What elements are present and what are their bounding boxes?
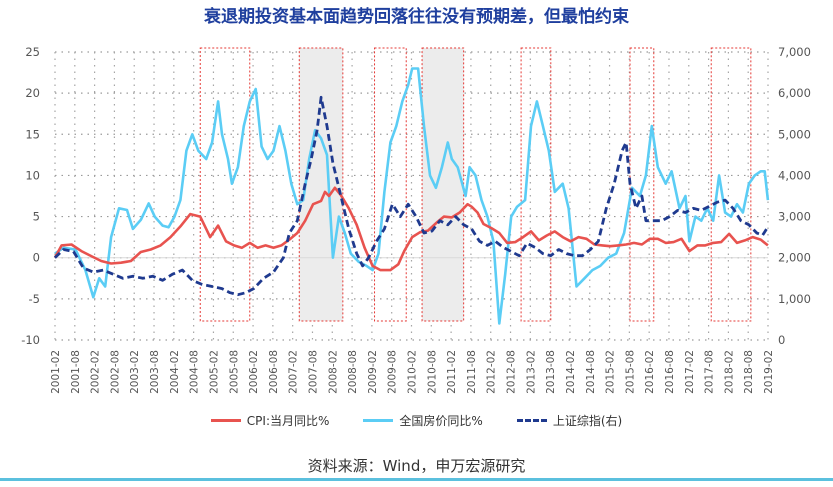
x-tick-label: 2008-08 xyxy=(347,350,359,394)
x-tick-label: 2010-02 xyxy=(407,350,419,394)
source-note: 资料来源：Wind，申万宏源研究 xyxy=(307,457,526,475)
series-line-house-price xyxy=(54,67,770,325)
bottom-rule xyxy=(0,478,833,481)
y-right-tick-label: 0 xyxy=(778,333,785,347)
y-left-tick-label: 0 xyxy=(33,251,40,265)
y-right-tick-label: 7,000 xyxy=(778,45,811,59)
x-tick-label: 2006-02 xyxy=(248,350,260,394)
x-tick-label: 2016-08 xyxy=(664,350,676,394)
x-tick-label: 2011-02 xyxy=(446,350,458,394)
x-tick-label: 2010-08 xyxy=(426,350,438,394)
shaded-period xyxy=(520,47,552,322)
y-left-tick-label: 5 xyxy=(33,210,40,224)
x-tick-label: 2011-08 xyxy=(466,350,478,394)
legend-label-index: 上证综指(右) xyxy=(552,414,623,428)
series-line-cpi xyxy=(53,186,769,272)
y-right-tick-label: 4,000 xyxy=(778,168,811,182)
x-tick-label: 2015-02 xyxy=(605,350,617,394)
x-tick-label: 2001-08 xyxy=(70,350,82,394)
y-right-tick-label: 2,000 xyxy=(778,251,811,265)
x-tick-label: 2017-02 xyxy=(684,350,696,394)
x-tick-label: 2001-02 xyxy=(50,350,62,394)
x-tick-label: 2017-08 xyxy=(704,350,716,394)
shaded-period xyxy=(374,47,407,322)
x-tick-label: 2018-08 xyxy=(743,350,755,394)
y-left-tick-label: -10 xyxy=(21,333,40,347)
y-right-tick-label: 1,000 xyxy=(778,292,811,306)
x-tick-label: 2005-02 xyxy=(208,350,220,394)
x-tick-label: 2005-08 xyxy=(228,350,240,394)
x-tick-label: 2004-02 xyxy=(169,350,181,394)
x-tick-label: 2003-02 xyxy=(129,350,141,394)
shaded-period xyxy=(710,47,752,322)
legend-label-house: 全国房价同比% xyxy=(399,414,483,428)
x-tick-label: 2007-08 xyxy=(307,350,319,394)
y-left-tick-label: 10 xyxy=(25,168,40,182)
x-tick-label: 2004-08 xyxy=(189,350,201,394)
x-tick-label: 2013-08 xyxy=(545,350,557,394)
series-line-shanghai-index xyxy=(53,95,770,297)
shaded-period xyxy=(199,47,251,322)
y-left-tick-label: 20 xyxy=(25,86,40,100)
chart-title: 衰退期投资基本面趋势回落往往没有预期差，但最怕约束 xyxy=(204,7,629,27)
x-tick-label: 2009-08 xyxy=(387,350,399,394)
legend-item-house: 全国房价同比% xyxy=(363,412,483,429)
shaded-period xyxy=(421,47,465,322)
legend-swatch-house xyxy=(363,419,394,422)
x-tick-label: 2012-08 xyxy=(506,350,518,394)
x-tick-label: 2013-02 xyxy=(525,350,537,394)
y-right-tick-label: 5,000 xyxy=(778,127,811,141)
x-tick-label: 2008-02 xyxy=(327,350,339,394)
x-tick-label: 2019-02 xyxy=(763,350,775,394)
y-right-tick-label: 3,000 xyxy=(778,210,811,224)
x-tick-label: 2014-02 xyxy=(565,350,577,394)
x-tick-label: 2018-02 xyxy=(723,350,735,394)
chart-plot: -10 0 -5 1,000 0 2,000 5 3,000 10 4,000 15 5,000 20 6… xyxy=(21,45,811,394)
x-tick-label: 2003-08 xyxy=(149,350,161,394)
x-tick-label: 2015-08 xyxy=(624,350,636,394)
x-tick-label: 2009-02 xyxy=(367,350,379,394)
legend-swatch-index xyxy=(516,419,547,422)
chart-legend: CPI:当月同比% 全国房价同比% 上证综指(右) xyxy=(0,412,833,429)
x-tick-label: 2006-08 xyxy=(268,350,280,394)
y-left-tick-label: 25 xyxy=(25,45,40,59)
legend-item-cpi: CPI:当月同比% xyxy=(210,412,330,429)
y-left-tick-label: -5 xyxy=(29,292,40,306)
x-tick-label: 2014-08 xyxy=(585,350,597,394)
x-tick-label: 2012-02 xyxy=(486,350,498,394)
y-right-tick-label: 6,000 xyxy=(778,86,811,100)
x-tick-label: 2002-02 xyxy=(90,350,102,394)
legend-swatch-cpi xyxy=(210,419,241,422)
legend-item-index: 上证综指(右) xyxy=(516,412,623,429)
x-tick-label: 2002-08 xyxy=(109,350,121,394)
y-left-tick-label: 15 xyxy=(25,127,40,141)
x-tick-label: 2016-02 xyxy=(644,350,656,394)
legend-label-cpi: CPI:当月同比% xyxy=(246,414,330,428)
x-tick-label: 2007-02 xyxy=(288,350,300,394)
